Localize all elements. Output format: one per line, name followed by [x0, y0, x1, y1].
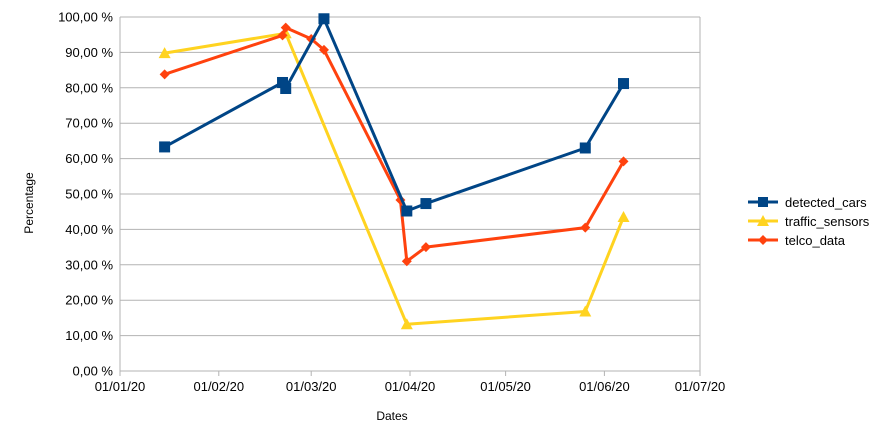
x-tick-label: 01/04/20: [385, 379, 436, 394]
detected_cars-point: [401, 205, 413, 217]
legend: detected_cars traffic_sensors telco_data: [748, 195, 870, 248]
legend-label: telco_data: [785, 233, 846, 248]
detected_cars-point: [318, 13, 330, 25]
x-tick-label: 01/05/20: [480, 379, 531, 394]
telco_data-point: [401, 256, 412, 267]
y-tick-label: 30,00 %: [65, 257, 113, 272]
y-tick-label: 100,00 %: [58, 10, 113, 25]
y-axis-title: Percentage: [22, 172, 36, 234]
y-tick-label: 90,00 %: [65, 45, 113, 60]
telco_data-point: [277, 30, 288, 41]
detected_cars-line: [163, 17, 625, 213]
detected_cars-point: [420, 198, 432, 210]
detected_cars-point: [618, 78, 630, 90]
y-axis-tick-labels: 0,00 % 10,00 % 20,00 % 30,00 % 40,00 % 50,00 …: [58, 10, 113, 379]
x-tick-label: 01/07/20: [675, 379, 726, 394]
legend-label: traffic_sensors: [785, 214, 870, 229]
y-tick-label: 10,00 %: [65, 328, 113, 343]
x-axis-title: Dates: [376, 409, 407, 423]
detected_cars-point: [277, 76, 289, 88]
telco_data-line: [164, 26, 625, 263]
gridlines: [119, 16, 701, 376]
y-tick-label: 70,00 %: [65, 116, 113, 131]
legend-item-traffic_sensors: traffic_sensors: [748, 214, 870, 229]
x-tick-label: 01/06/20: [579, 379, 630, 394]
legend-item-telco_data: telco_data: [748, 233, 846, 248]
legend-swatch-marker: [757, 215, 769, 226]
x-tick-label: 01/01/20: [95, 379, 146, 394]
series-layer: [158, 13, 630, 330]
telco_data-point: [580, 222, 591, 233]
y-tick-label: 50,00 %: [65, 187, 113, 202]
detected_cars-point: [280, 83, 292, 95]
telco_data-point: [280, 22, 291, 33]
telco_data-point: [159, 69, 170, 80]
series-detected_cars: [159, 13, 630, 217]
traffic_sensors-point: [579, 305, 592, 317]
legend-swatch-marker: [758, 235, 768, 245]
detected_cars-point: [159, 141, 171, 153]
traffic_sensors-point: [158, 47, 171, 59]
x-tick-label: 01/03/20: [286, 379, 337, 394]
traffic_sensors-point: [617, 211, 630, 223]
y-tick-label: 40,00 %: [65, 222, 113, 237]
legend-label: detected_cars: [785, 195, 867, 210]
y-tick-label: 0,00 %: [73, 364, 114, 379]
y-tick-label: 60,00 %: [65, 151, 113, 166]
telco_data-point: [420, 242, 431, 253]
x-tick-label: 01/02/20: [193, 379, 244, 394]
detected_cars-point: [579, 142, 591, 154]
series-telco_data: [159, 22, 629, 267]
x-axis-tick-labels: 01/01/20 01/02/20 01/03/20 01/04/20 01/05/20…: [95, 379, 726, 394]
telco_data-point: [318, 44, 329, 55]
y-tick-label: 80,00 %: [65, 80, 113, 95]
legend-item-detected_cars: detected_cars: [748, 195, 867, 210]
telco_data-point: [618, 156, 629, 167]
legend-swatch-marker: [758, 197, 768, 207]
series-traffic_sensors: [158, 27, 630, 330]
traffic_sensors-point: [400, 318, 413, 330]
y-tick-label: 20,00 %: [65, 293, 113, 308]
